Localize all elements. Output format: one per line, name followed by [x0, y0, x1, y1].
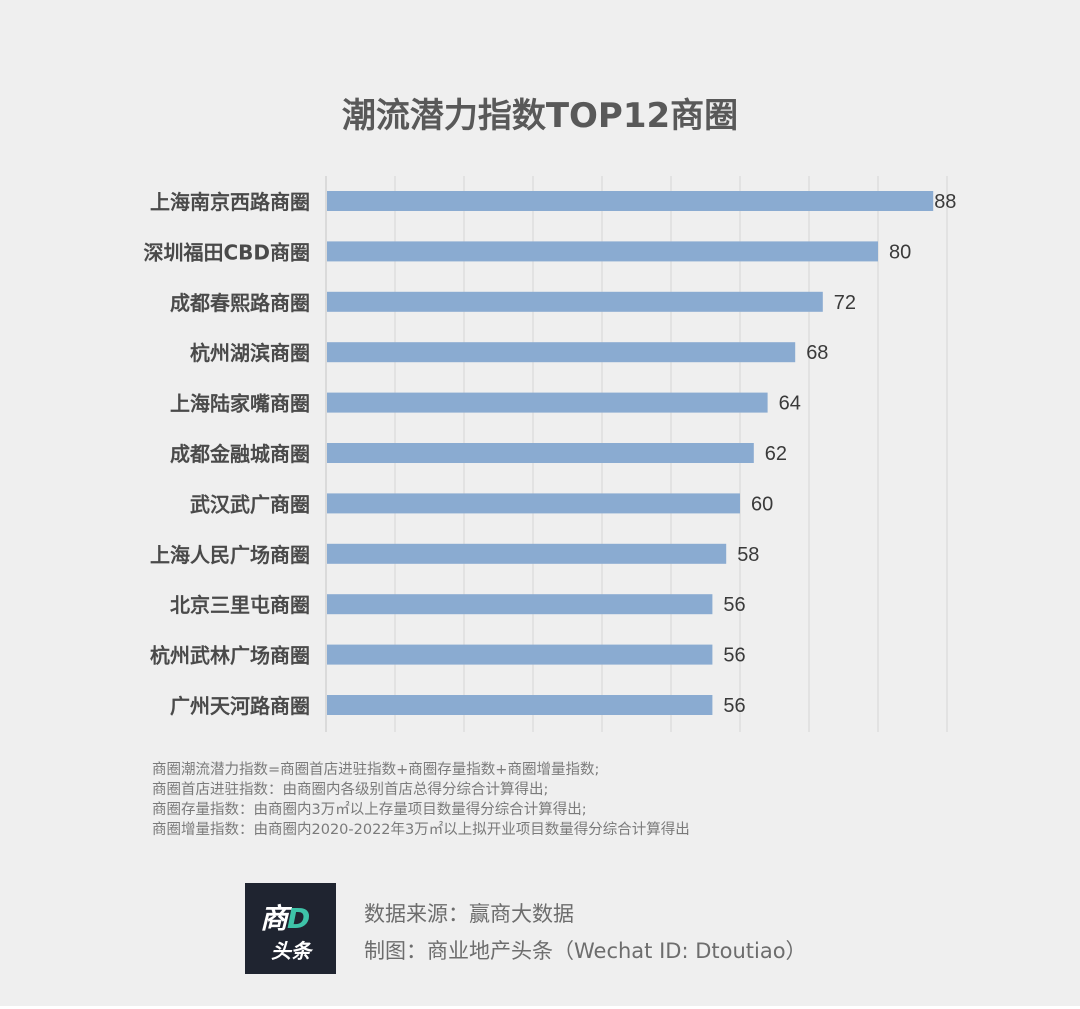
- category-label: 杭州武林广场商圈: [150, 644, 310, 668]
- data-label: 56: [723, 645, 745, 667]
- data-label: 56: [723, 594, 745, 616]
- bar: [327, 443, 754, 463]
- logo-text-top: 商D: [260, 902, 310, 935]
- bars: 上海南京西路商圈 88 深圳福田CBD商圈 80 成都春熙路商圈 72 杭州湖滨商圈 68 上海…: [143, 190, 956, 718]
- bar: [327, 543, 727, 564]
- logo-text-bottom: 头条: [271, 939, 311, 963]
- bar: [327, 191, 934, 211]
- bar: [327, 392, 768, 413]
- footnote-line: 商圈存量指数：由商圈内3万㎡以上存量项目数量得分综合计算得出;: [152, 802, 587, 818]
- data-label: 56: [723, 695, 745, 717]
- data-label: 80: [889, 241, 911, 263]
- data-label: 68: [806, 342, 828, 364]
- category-label: 杭州湖滨商圈: [190, 341, 310, 365]
- data-label: 88: [934, 191, 956, 213]
- bar: [327, 695, 713, 715]
- brand-logo: 商D 头条: [245, 883, 336, 974]
- data-label: 72: [834, 292, 856, 314]
- bar: [327, 644, 713, 665]
- data-label: 58: [737, 544, 759, 566]
- footnotes: 商圈潮流潜力指数=商圈首店进驻指数+商圈存量指数+商圈增量指数; 商圈首店进驻指…: [152, 760, 690, 840]
- credits: 数据来源：赢商大数据 制图：商业地产头条（Wechat ID: Dtoutiao…: [364, 896, 807, 970]
- data-source: 数据来源：赢商大数据: [364, 902, 574, 926]
- category-label: 武汉武广商圈: [190, 492, 310, 516]
- footnote-line: 商圈增量指数：由商圈内2020-2022年3万㎡以上拟开业项目数量得分综合计算得…: [152, 822, 690, 838]
- bar: [327, 342, 796, 363]
- footnote-line: 商圈潮流潜力指数=商圈首店进驻指数+商圈存量指数+商圈增量指数;: [152, 762, 600, 778]
- category-label: 成都春熙路商圈: [170, 291, 310, 315]
- category-label: 上海人民广场商圈: [150, 543, 310, 567]
- category-label: 广州天河路商圈: [170, 694, 310, 718]
- bar: [327, 291, 823, 312]
- category-label: 上海陆家嘴商圈: [170, 392, 310, 416]
- data-label: 62: [765, 443, 787, 465]
- bar-chart: 上海南京西路商圈 88 深圳福田CBD商圈 80 成都春熙路商圈 72 杭州湖滨商圈 68 上海…: [143, 176, 956, 732]
- bar: [327, 594, 713, 615]
- category-label: 深圳福田CBD商圈: [143, 240, 310, 264]
- bar: [327, 493, 740, 514]
- data-label: 60: [751, 493, 773, 515]
- chart-maker: 制图：商业地产头条（Wechat ID: Dtoutiao）: [364, 939, 807, 963]
- footnote-line: 商圈首店进驻指数：由商圈内各级别首店总得分综合计算得出;: [152, 782, 549, 798]
- category-label: 北京三里屯商圈: [170, 593, 310, 617]
- data-label: 64: [779, 393, 801, 415]
- chart-title: 潮流潜力指数TOP12商圈: [341, 96, 739, 136]
- category-label: 上海南京西路商圈: [150, 190, 310, 214]
- category-label: 成都金融城商圈: [170, 442, 310, 466]
- bottom-edge: [0, 1006, 1080, 1009]
- bar: [327, 241, 878, 262]
